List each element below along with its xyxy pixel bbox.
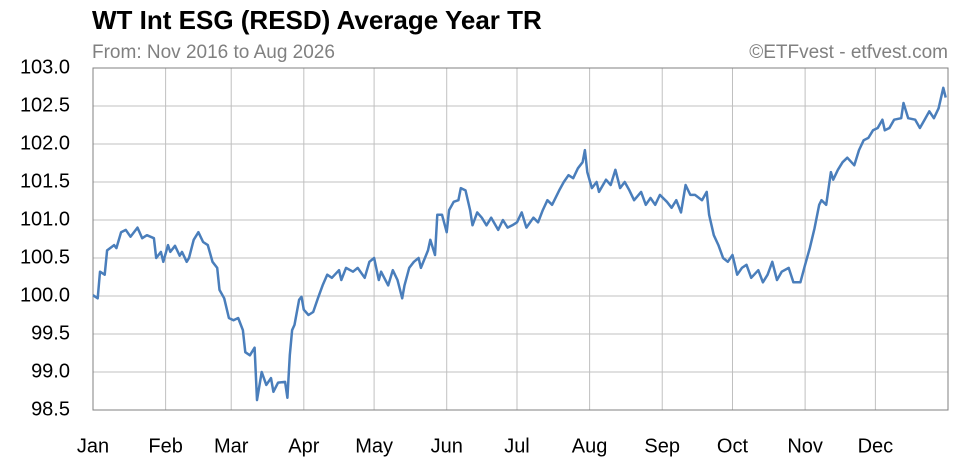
y-tick-label: 100.0 xyxy=(20,284,70,306)
x-tick-label: Jan xyxy=(77,435,109,457)
x-tick-label: May xyxy=(355,435,393,457)
x-tick-label: Mar xyxy=(214,435,249,457)
y-tick-label: 103.0 xyxy=(20,56,70,78)
plot-border xyxy=(92,67,949,411)
y-tick-label: 99.5 xyxy=(31,322,70,344)
x-tick-label: Feb xyxy=(148,435,182,457)
y-tick-label: 101.5 xyxy=(20,170,70,192)
line xyxy=(92,86,947,402)
y-tick-label: 99.0 xyxy=(31,360,70,382)
y-tick-label: 98.5 xyxy=(31,398,70,420)
x-tick-label: Nov xyxy=(787,435,823,457)
chart-title: WT Int ESG (RESD) Average Year TR xyxy=(92,5,542,35)
x-tick-label: Oct xyxy=(717,435,749,457)
y-tick-label: 102.0 xyxy=(20,132,70,154)
x-tick-label: Sep xyxy=(644,435,680,457)
chart-subtitle: From: Nov 2016 to Aug 2026 xyxy=(92,42,335,63)
y-tick-label: 101.0 xyxy=(20,208,70,230)
x-tick-label: Apr xyxy=(288,435,319,457)
y-tick-label: 100.5 xyxy=(20,246,70,268)
credit: ©ETFvest - etfvest.com xyxy=(749,42,948,63)
x-tick-label: Dec xyxy=(858,435,894,457)
x-tick-label: Jul xyxy=(504,435,530,457)
y-tick-label: 102.5 xyxy=(20,94,70,116)
x-tick-label: Aug xyxy=(572,435,608,457)
x-tick-label: Jun xyxy=(431,435,463,457)
